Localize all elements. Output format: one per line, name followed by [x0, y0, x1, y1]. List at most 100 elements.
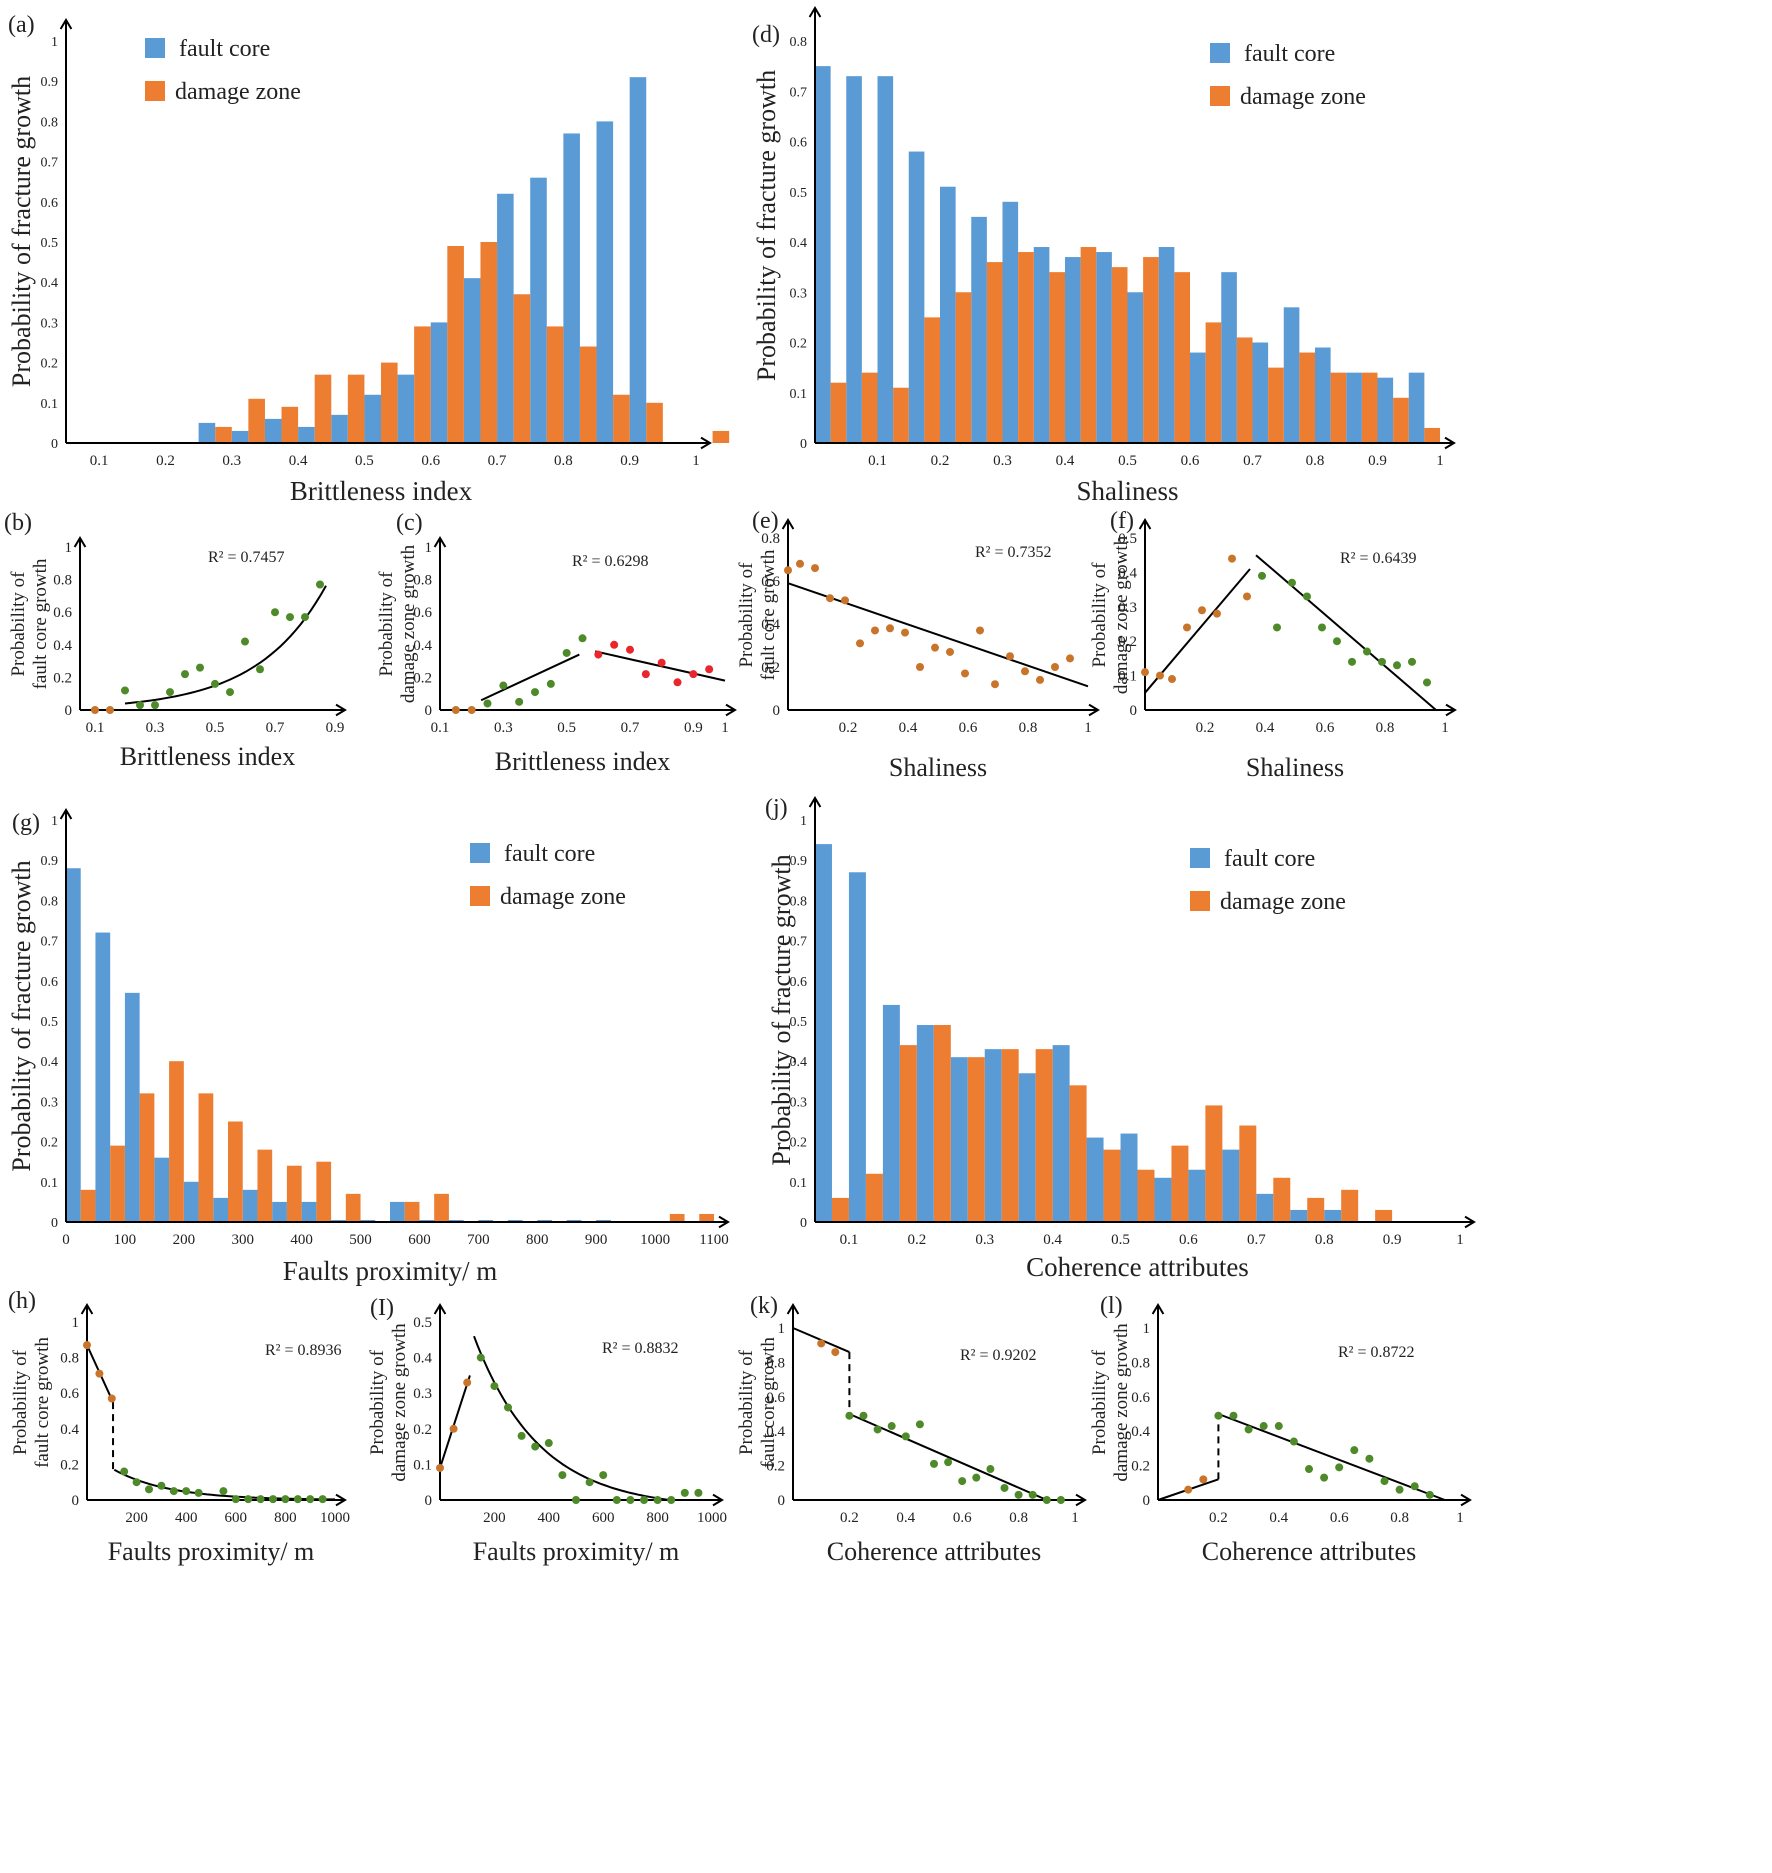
x-tick-label: 1 [1456, 1510, 1464, 1526]
legend-damage-zone-label: damage zone [1220, 889, 1346, 915]
y-tick-label: 0 [51, 437, 58, 452]
y-axis-arrow [59, 18, 73, 30]
y-tick-label: 0.4 [1131, 1424, 1150, 1440]
damage-zone-bar [347, 374, 365, 443]
damage-zone-bar [404, 1201, 420, 1222]
y-tick-label: 0.2 [41, 357, 59, 372]
data-point [841, 596, 849, 605]
data-point [107, 1394, 116, 1403]
fault-core-bar [530, 177, 547, 443]
damage-zone-bar [1307, 1197, 1325, 1222]
fault-core-bar [596, 1219, 611, 1222]
damage-zone-bar [1236, 337, 1253, 443]
damage-zone-bar [169, 1061, 184, 1222]
x-tick-label: 0.5 [557, 720, 576, 736]
y-axis-arrow [1138, 518, 1152, 530]
y-axis-label-line: damage zone growth [1111, 1323, 1132, 1482]
data-point [946, 647, 954, 656]
y-tick-label: 0.6 [761, 574, 780, 590]
r-squared-label: R² = 0.8832 [602, 1340, 679, 1357]
y-tick-label: 0.9 [41, 75, 59, 90]
y-axis-arrow [1151, 1303, 1165, 1315]
y-tick-label: 0.4 [790, 236, 808, 251]
damage-zone-bar [215, 426, 232, 443]
x-tick-label: 800 [274, 1510, 297, 1526]
panel-label: (k) [750, 1293, 778, 1319]
damage-zone-bar [865, 1173, 883, 1222]
x-axis-arrow [1088, 703, 1100, 717]
fault-core-bar [331, 1219, 346, 1222]
chart-l: (l) 0 0.2 0.4 0.6 0.8 1 0.2 0.4 0.6 0.8 1 R² = 0.872… [1089, 1293, 1472, 1566]
fault-core-bar [124, 992, 140, 1222]
y-tick-label: 0.4 [761, 617, 780, 633]
fault-core-bar [848, 872, 866, 1222]
data-point [1056, 1496, 1065, 1504]
panel-label: (d) [752, 22, 780, 48]
fault-core-bar [213, 1197, 228, 1222]
y-tick-label: 0.8 [790, 894, 808, 909]
damage-zone-bar [1080, 247, 1097, 443]
chart-h: (h) 0 0.2 0.4 0.6 0.8 1 200 400 600 800 1000 R² = 0.… [8, 1288, 350, 1566]
x-tick-label: 0.2 [840, 1510, 859, 1526]
x-tick-label: 0.3 [975, 1232, 994, 1248]
damage-zone-bar [1018, 252, 1034, 443]
data-point [640, 1496, 648, 1504]
x-tick-label: 0.1 [90, 453, 109, 469]
x-axis-arrow [1444, 436, 1456, 450]
fault-core-bar [1065, 257, 1081, 443]
fault-core-bar [1120, 1133, 1138, 1222]
x-tick-label: 600 [592, 1510, 615, 1526]
x-tick-label: 0.9 [1368, 453, 1387, 469]
y-tick-label: 0.1 [1118, 669, 1137, 685]
data-point [916, 663, 924, 671]
damage-zone-bar [228, 1121, 243, 1222]
y-axis-label-line: Probability of [1089, 562, 1110, 668]
data-point [1348, 657, 1356, 666]
data-point [256, 665, 264, 674]
data-point [1350, 1446, 1359, 1455]
data-point [231, 1495, 240, 1504]
chart-g: (g) 0 0.1 0.2 0.3 0.4 0.5 0.6 0.7 0.8 0.9 1 0 100 200 3… [7, 808, 730, 1286]
x-tick-label: 1 [721, 720, 729, 736]
data-point [241, 637, 249, 646]
data-point [873, 1425, 882, 1434]
fault-core-bar [1096, 252, 1112, 443]
r-squared-label: R² = 0.9202 [960, 1347, 1037, 1364]
y-tick-label: 1 [51, 814, 58, 829]
x-tick-label: 0.2 [156, 453, 175, 469]
x-tick-label: 0.1 [86, 720, 105, 736]
y-tick-label: 0.4 [1118, 565, 1137, 581]
y-axis-label-line: damage zone growth [389, 1323, 410, 1482]
x-axis-label: Brittleness index [495, 747, 670, 776]
damage-zone-bar [1001, 1049, 1019, 1222]
y-tick-label: 0.2 [766, 1459, 785, 1475]
y-tick-label: 0.3 [41, 316, 59, 331]
x-tick-label: 0.6 [1181, 453, 1200, 469]
fault-core-bar [507, 1219, 523, 1222]
x-tick-label: 0.6 [421, 453, 440, 469]
data-point [1021, 667, 1029, 676]
damage-zone-bar [1424, 427, 1440, 443]
fault-core-bar [916, 1025, 934, 1222]
fault-core-bar [1190, 352, 1206, 443]
x-tick-label: 0.2 [839, 720, 858, 736]
data-point [106, 706, 114, 714]
data-point [271, 608, 279, 617]
data-point [483, 699, 492, 708]
data-point [531, 1442, 540, 1451]
y-tick-label: 0.3 [413, 1386, 432, 1402]
fault-core-bar [463, 278, 481, 443]
data-point [1168, 675, 1176, 684]
fault-core-bar [1256, 1193, 1274, 1222]
data-point [196, 663, 204, 672]
fault-core-bar [984, 1049, 1002, 1222]
data-point [961, 669, 969, 678]
fault-core-bar [272, 1201, 287, 1222]
fault-core-bar [1346, 372, 1362, 443]
data-point [585, 1478, 594, 1487]
x-tick-label: 0.3 [494, 720, 513, 736]
x-axis-label: Shaliness [889, 753, 987, 782]
y-axis-arrow [808, 796, 822, 808]
x-axis-label: Coherence attributes [827, 1537, 1041, 1566]
